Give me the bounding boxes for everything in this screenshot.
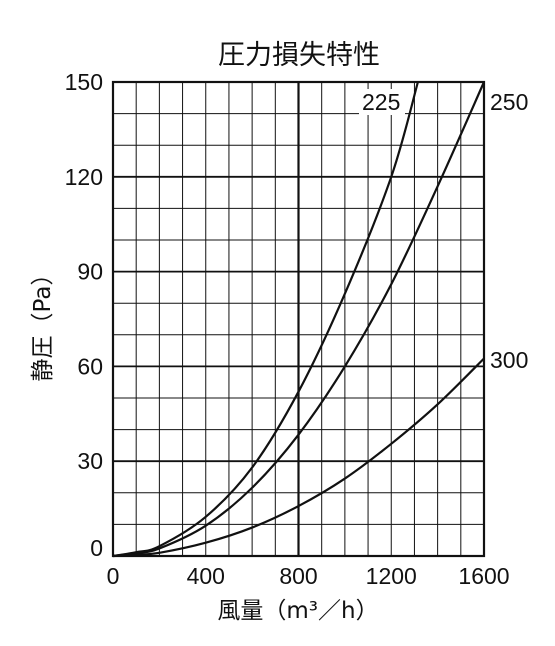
y-axis-label: 静圧（Pa） — [30, 263, 56, 382]
series-line-250 — [112, 81, 486, 558]
plot-frame — [111, 80, 486, 558]
y-tick-label: 120 — [65, 164, 103, 190]
y-tick-label: 90 — [77, 259, 103, 285]
x-tick-label: 400 — [187, 563, 225, 589]
x-axis-label: 風量（m³／h） — [217, 598, 378, 624]
y-axis-ticks: 0 30 60 90 120 150 — [65, 69, 103, 561]
series-labels: 225 250 300 — [359, 89, 528, 373]
series-label-300: 300 — [490, 347, 528, 373]
x-tick-label: 800 — [279, 563, 317, 589]
y-tick-label: 150 — [65, 69, 103, 95]
series-label-backing — [359, 89, 405, 115]
y-tick-label: 0 — [90, 535, 103, 561]
series-line-225 — [112, 81, 419, 558]
y-tick-label: 30 — [77, 448, 103, 474]
curves — [112, 81, 486, 558]
grid — [111, 80, 486, 558]
chart-title: 圧力損失特性 — [218, 40, 380, 71]
x-tick-label: 1600 — [458, 563, 509, 589]
series-label-250: 250 — [490, 89, 528, 115]
series-line-300 — [112, 357, 485, 558]
x-tick-label: 0 — [107, 563, 120, 589]
x-tick-label: 1200 — [366, 563, 417, 589]
y-tick-label: 60 — [77, 353, 103, 379]
series-label-225: 225 — [362, 89, 400, 115]
x-axis-ticks: 0 400 800 1200 1600 — [107, 563, 510, 589]
